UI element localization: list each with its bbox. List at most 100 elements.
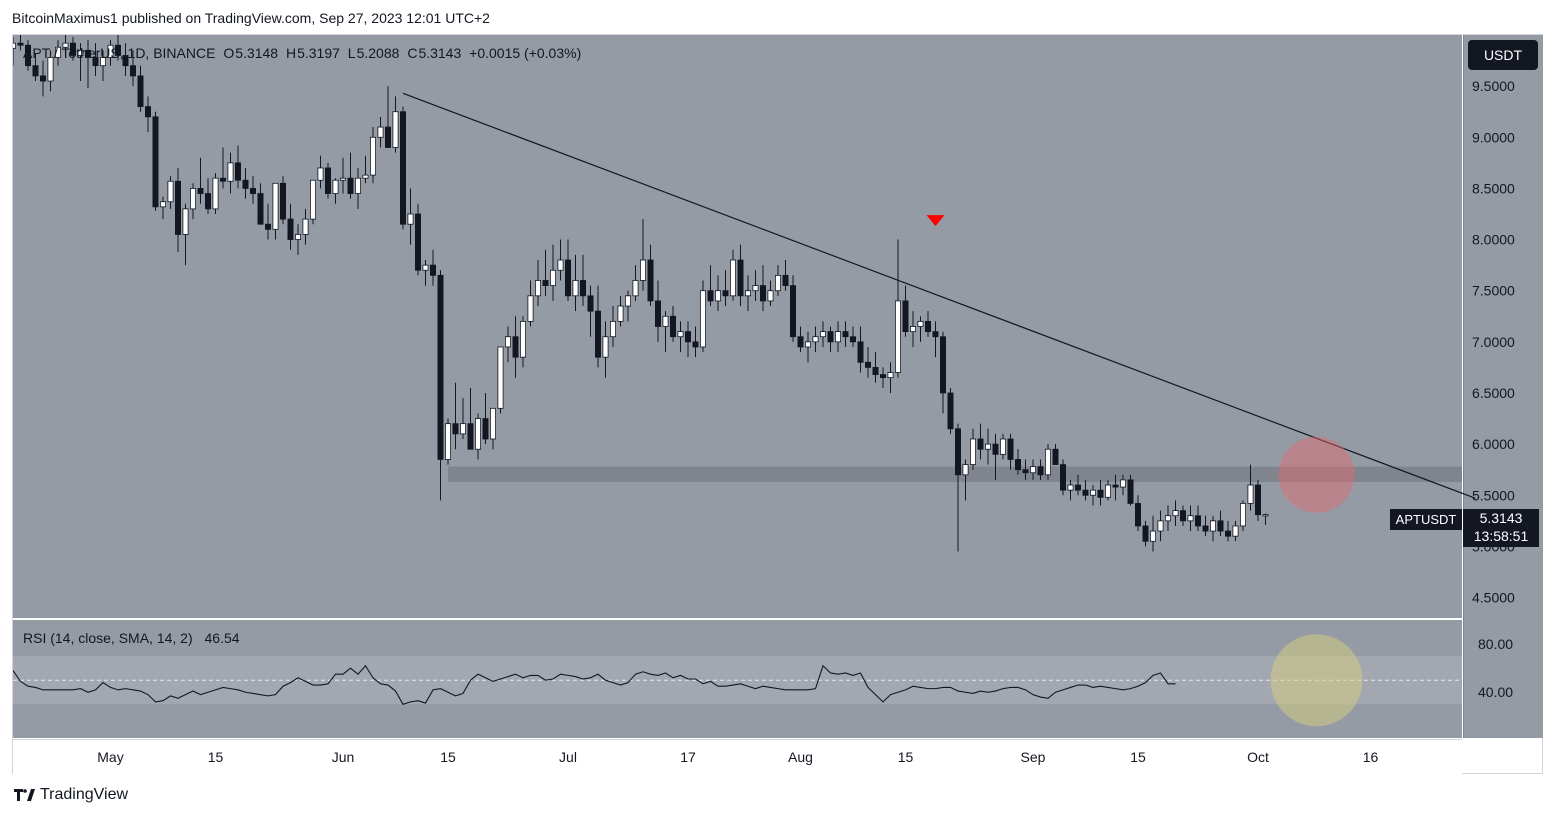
candle-body[interactable] <box>1097 489 1104 498</box>
candle-body[interactable] <box>1195 515 1202 527</box>
candle-body[interactable] <box>92 57 99 67</box>
price-axis[interactable] <box>1463 35 1543 738</box>
candle-body[interactable] <box>452 423 459 435</box>
candle-body[interactable] <box>152 116 159 208</box>
candle-body[interactable] <box>137 75 144 107</box>
candle-body[interactable] <box>107 44 114 58</box>
candle-body[interactable] <box>10 42 16 49</box>
candle-body[interactable] <box>1150 530 1157 542</box>
candle-body[interactable] <box>287 218 294 240</box>
candle-body[interactable] <box>362 174 369 179</box>
candle-body[interactable] <box>722 290 729 297</box>
candle-body[interactable] <box>902 300 909 333</box>
candle-body[interactable] <box>189 188 196 210</box>
candle-body[interactable] <box>1105 484 1112 498</box>
candle-body[interactable] <box>182 208 189 235</box>
time-axis[interactable] <box>13 739 1462 774</box>
candle-body[interactable] <box>752 285 759 292</box>
candle-body[interactable] <box>1075 484 1082 491</box>
candle-body[interactable] <box>1210 520 1217 532</box>
candle-body[interactable] <box>932 331 939 338</box>
candle-body[interactable] <box>467 423 474 450</box>
rsi-legend-label[interactable]: RSI (14, close, SMA, 14, 2) <box>23 630 193 646</box>
candle-body[interactable] <box>872 367 879 375</box>
candle-body[interactable] <box>782 274 789 286</box>
candle-body[interactable] <box>947 392 954 430</box>
candle-body[interactable] <box>317 167 324 181</box>
candle-body[interactable] <box>144 106 151 118</box>
candle-body[interactable] <box>1240 503 1247 527</box>
candle-body[interactable] <box>497 346 504 409</box>
candle-body[interactable] <box>1000 438 1007 455</box>
candle-body[interactable] <box>977 438 984 450</box>
candle-body[interactable] <box>1232 525 1239 537</box>
candle-body[interactable] <box>745 290 752 297</box>
candle-body[interactable] <box>1202 525 1209 532</box>
candle-body[interactable] <box>1187 515 1194 522</box>
candle-body[interactable] <box>857 341 864 363</box>
candle-body[interactable] <box>527 295 534 322</box>
candle-body[interactable] <box>369 136 376 176</box>
candle-body[interactable] <box>1112 484 1119 488</box>
candle-body[interactable] <box>1037 466 1044 476</box>
candle-body[interactable] <box>257 193 264 225</box>
candle-body[interactable] <box>62 42 69 48</box>
candle-body[interactable] <box>437 274 444 460</box>
candle-body[interactable] <box>700 290 707 348</box>
legend-symbol[interactable]: APT / TetherUS, 1D, BINANCE <box>23 45 216 61</box>
candle-body[interactable] <box>520 320 527 358</box>
candle-body[interactable] <box>887 372 894 379</box>
candle-body[interactable] <box>895 300 902 373</box>
candle-body[interactable] <box>640 259 647 281</box>
candle-body[interactable] <box>167 180 174 203</box>
candle-body[interactable] <box>805 341 812 348</box>
candle-body[interactable] <box>625 295 632 307</box>
candle-body[interactable] <box>970 438 977 465</box>
candle-body[interactable] <box>212 177 219 210</box>
candle-body[interactable] <box>377 126 384 138</box>
candle-body[interactable] <box>1255 484 1262 516</box>
candle-body[interactable] <box>910 326 917 333</box>
candle-body[interactable] <box>302 218 309 235</box>
candle-body[interactable] <box>595 310 602 358</box>
candle-body[interactable] <box>962 464 969 476</box>
candle-body[interactable] <box>85 49 92 58</box>
candle-body[interactable] <box>197 188 204 194</box>
candle-body[interactable] <box>264 223 271 230</box>
candle-body[interactable] <box>384 126 391 148</box>
candle-body[interactable] <box>354 177 361 194</box>
candle-body[interactable] <box>730 259 737 297</box>
candle-body[interactable] <box>444 423 451 460</box>
candle-body[interactable] <box>1082 489 1089 496</box>
candle-body[interactable] <box>129 65 136 77</box>
candle-body[interactable] <box>227 162 234 182</box>
candle-body[interactable] <box>474 418 481 450</box>
candle-body[interactable] <box>1015 459 1022 471</box>
candle-body[interactable] <box>347 177 354 194</box>
candle-body[interactable] <box>632 280 639 297</box>
candle-body[interactable] <box>489 407 496 440</box>
candle-body[interactable] <box>1157 520 1164 532</box>
candle-body[interactable] <box>1090 489 1097 496</box>
candle-body[interactable] <box>580 280 587 297</box>
candle-body[interactable] <box>1262 514 1269 517</box>
candle-body[interactable] <box>77 49 84 56</box>
candle-body[interactable] <box>602 336 609 358</box>
candle-body[interactable] <box>992 443 999 455</box>
candle-body[interactable] <box>324 167 331 194</box>
candle-body[interactable] <box>512 336 519 358</box>
candle-body[interactable] <box>610 320 617 338</box>
candle-body[interactable] <box>1142 525 1149 542</box>
candle-body[interactable] <box>655 300 662 327</box>
candle-body[interactable] <box>1022 469 1029 474</box>
candle-body[interactable] <box>1217 520 1224 532</box>
candle-body[interactable] <box>820 331 827 338</box>
candle-body[interactable] <box>24 44 31 67</box>
candle-body[interactable] <box>835 331 842 343</box>
candle-body[interactable] <box>392 111 399 148</box>
candle-body[interactable] <box>1135 503 1142 527</box>
candle-body[interactable] <box>55 46 62 58</box>
candle-body[interactable] <box>1180 510 1187 522</box>
candle-body[interactable] <box>47 57 54 82</box>
candle-body[interactable] <box>850 336 857 343</box>
